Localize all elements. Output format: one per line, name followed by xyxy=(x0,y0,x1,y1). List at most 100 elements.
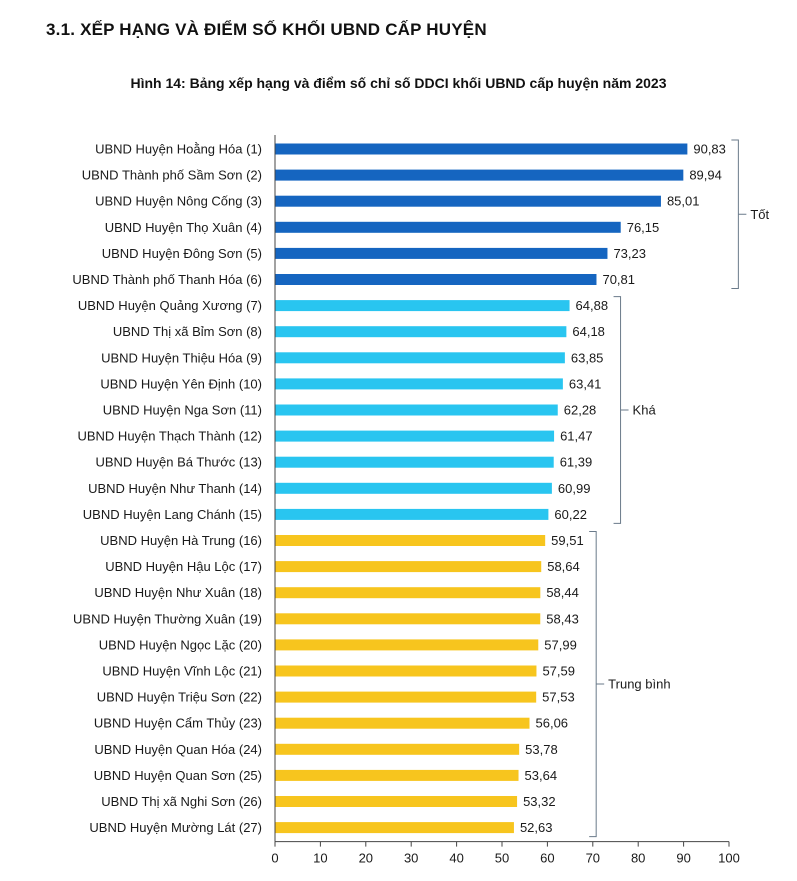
value-label: 61,47 xyxy=(560,429,593,444)
bar xyxy=(275,665,537,677)
x-tick-label: 0 xyxy=(271,851,278,866)
group-bracket xyxy=(589,531,605,838)
group-bracket xyxy=(731,139,747,289)
x-tick-label: 10 xyxy=(313,851,327,866)
category-label: UBND Huyện Thọ Xuân (4) xyxy=(105,220,262,235)
category-label: UBND Huyện Thường Xuân (19) xyxy=(73,611,262,626)
x-tick-label: 50 xyxy=(495,851,509,866)
category-label: UBND Huyện Lang Chánh (15) xyxy=(83,507,262,522)
value-label: 70,81 xyxy=(602,272,635,287)
value-label: 89,94 xyxy=(689,168,722,183)
value-label: 56,06 xyxy=(536,716,569,731)
bar xyxy=(275,717,530,729)
bar xyxy=(275,561,542,573)
x-tick-label: 100 xyxy=(718,851,740,866)
value-label: 58,44 xyxy=(546,585,579,600)
value-label: 64,18 xyxy=(572,324,605,339)
x-tick-label: 20 xyxy=(359,851,373,866)
bar xyxy=(275,822,514,834)
value-label: 63,85 xyxy=(571,350,604,365)
bar xyxy=(275,404,558,416)
bar xyxy=(275,613,541,625)
value-label: 63,41 xyxy=(569,376,602,391)
bar xyxy=(275,691,537,703)
bar xyxy=(275,796,518,807)
category-label: UBND Huyện Quan Sơn (25) xyxy=(94,768,262,783)
value-label: 64,88 xyxy=(576,298,609,313)
bar xyxy=(275,639,539,651)
value-label: 85,01 xyxy=(667,194,700,209)
value-label: 60,99 xyxy=(558,481,591,496)
bar xyxy=(275,274,597,285)
bar xyxy=(275,143,688,155)
value-label: 57,53 xyxy=(542,690,575,705)
category-label: UBND Huyện Đông Sơn (5) xyxy=(102,246,262,261)
bar xyxy=(275,430,555,442)
bar xyxy=(275,352,565,364)
group-label: Trung bình xyxy=(608,677,670,692)
bar xyxy=(275,769,519,781)
category-label: UBND Thành phố Sầm Sơn (2) xyxy=(82,168,262,183)
value-label: 57,99 xyxy=(544,637,577,652)
group-label: Khá xyxy=(633,403,657,418)
category-label: UBND Huyện Quan Hóa (24) xyxy=(94,742,262,757)
figure-title: Hình 14: Bảng xếp hạng và điểm số chỉ số… xyxy=(130,75,667,91)
x-tick-label: 90 xyxy=(676,851,690,866)
value-label: 53,78 xyxy=(525,742,558,757)
value-label: 73,23 xyxy=(613,246,646,261)
category-label: UBND Huyện Ngọc Lặc (20) xyxy=(99,637,262,652)
category-label: UBND Huyện Hoằng Hóa (1) xyxy=(95,142,262,157)
category-label: UBND Huyện Yên Định (10) xyxy=(100,376,262,391)
category-label: UBND Huyện Như Xuân (18) xyxy=(94,585,262,600)
bar xyxy=(275,456,554,468)
category-label: UBND Huyện Triệu Sơn (22) xyxy=(97,690,262,705)
value-label: 90,83 xyxy=(693,142,726,157)
bar xyxy=(275,326,567,338)
section-title: 3.1. XẾP HẠNG VÀ ĐIỂM SỐ KHỐI UBND CẤP H… xyxy=(46,20,487,39)
value-label: 53,64 xyxy=(525,768,558,783)
category-label: UBND Huyện Hà Trung (16) xyxy=(100,533,262,548)
category-label: UBND Thị xã Nghi Sơn (26) xyxy=(101,794,262,809)
x-tick-label: 40 xyxy=(449,851,463,866)
value-label: 57,59 xyxy=(542,664,575,679)
bar xyxy=(275,587,541,599)
bar xyxy=(275,169,684,181)
bar xyxy=(275,535,546,546)
category-label: UBND Huyện Cẩm Thủy (23) xyxy=(94,716,262,731)
category-label: UBND Huyện Nông Cống (3) xyxy=(95,194,262,209)
bar xyxy=(275,247,608,259)
category-label: UBND Thành phố Thanh Hóa (6) xyxy=(72,272,262,287)
value-label: 62,28 xyxy=(564,403,597,418)
x-tick-label: 30 xyxy=(404,851,418,866)
x-tick-label: 60 xyxy=(540,851,554,866)
value-label: 61,39 xyxy=(560,455,593,470)
category-label: UBND Huyện Hậu Lộc (17) xyxy=(105,559,262,574)
x-tick-label: 80 xyxy=(631,851,645,866)
value-label: 52,63 xyxy=(520,820,553,835)
category-label: UBND Huyện Như Thanh (14) xyxy=(88,481,262,496)
bar xyxy=(275,195,661,207)
x-tick-label: 70 xyxy=(586,851,600,866)
category-label: UBND Huyện Thiệu Hóa (9) xyxy=(101,350,262,365)
group-label: Tốt xyxy=(750,207,769,222)
value-label: 58,64 xyxy=(547,559,580,574)
bar xyxy=(275,508,549,520)
group-bracket xyxy=(613,296,629,524)
value-label: 59,51 xyxy=(551,533,584,548)
category-label: UBND Huyện Nga Sơn (11) xyxy=(103,403,262,418)
category-label: UBND Huyện Quảng Xương (7) xyxy=(78,298,262,313)
category-label: UBND Huyện Thạch Thành (12) xyxy=(77,429,262,444)
bar xyxy=(275,743,520,755)
value-label: 76,15 xyxy=(627,220,660,235)
value-label: 60,22 xyxy=(554,507,587,522)
category-label: UBND Huyện Mường Lát (27) xyxy=(89,820,262,835)
value-label: 58,43 xyxy=(546,611,579,626)
category-label: UBND Huyện Bá Thước (13) xyxy=(95,455,262,470)
bar xyxy=(275,482,552,494)
category-label: UBND Thị xã Bỉm Sơn (8) xyxy=(113,324,262,339)
category-label: UBND Huyện Vĩnh Lộc (21) xyxy=(102,664,262,679)
bar xyxy=(275,378,563,390)
bar xyxy=(275,221,621,233)
value-label: 53,32 xyxy=(523,794,556,809)
